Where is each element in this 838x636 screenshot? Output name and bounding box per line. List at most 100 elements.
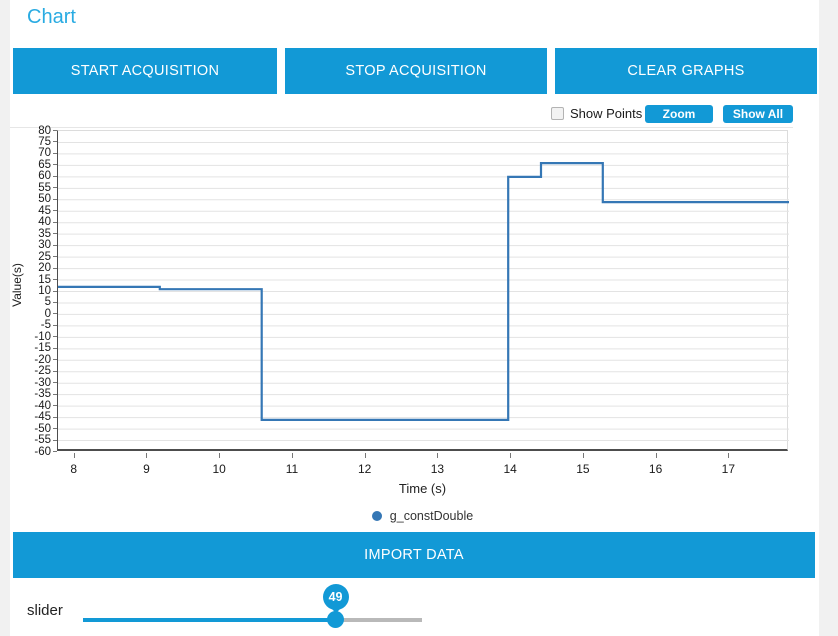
- y-tick-mark: [53, 359, 57, 361]
- x-tick-mark: [146, 453, 148, 458]
- y-tick-label: -45: [34, 411, 51, 424]
- y-tick-label: 40: [38, 216, 51, 229]
- show-points-checkbox[interactable]: [551, 107, 564, 120]
- x-tick-mark: [655, 453, 657, 458]
- y-tick-label: 80: [38, 124, 51, 137]
- y-tick-mark: [53, 244, 57, 246]
- y-tick-mark: [53, 290, 57, 292]
- y-tick-mark: [53, 279, 57, 281]
- x-tick-label: 10: [212, 462, 226, 476]
- x-axis-title: Time (s): [398, 481, 447, 496]
- y-tick-label: 0: [44, 307, 51, 320]
- x-tick-mark: [437, 453, 439, 458]
- y-tick-label: 60: [38, 170, 51, 183]
- header-separator: [10, 127, 793, 128]
- start-acquisition-button[interactable]: START ACQUISITION: [13, 48, 277, 94]
- chart-controls-row: Show Points Zoom Show All: [10, 104, 793, 127]
- show-all-button[interactable]: Show All: [723, 105, 793, 123]
- y-tick-label: 55: [38, 181, 51, 194]
- x-tick-label: 8: [70, 462, 78, 476]
- stop-acquisition-button[interactable]: STOP ACQUISITION: [285, 48, 547, 94]
- y-tick-label: -50: [34, 422, 51, 435]
- page-title: Chart: [27, 6, 76, 28]
- y-tick-label: 5: [44, 296, 51, 309]
- y-tick-label: -10: [34, 330, 51, 343]
- y-tick-label: 30: [38, 239, 51, 252]
- y-tick-label: -35: [34, 388, 51, 401]
- y-tick-mark: [53, 267, 57, 269]
- slider-handle[interactable]: [327, 611, 345, 628]
- clear-graphs-button[interactable]: CLEAR GRAPHS: [555, 48, 817, 94]
- y-tick-label: -40: [34, 399, 51, 412]
- legend-series-dot: [371, 511, 382, 521]
- y-tick-label: 65: [38, 158, 51, 171]
- y-tick-mark: [53, 164, 57, 166]
- y-tick-label: -15: [34, 342, 51, 355]
- y-tick-label: -5: [40, 319, 51, 332]
- y-tick-mark: [53, 301, 57, 303]
- y-tick-label: 35: [38, 227, 51, 240]
- y-tick-mark: [53, 393, 57, 395]
- y-axis-title: Value(s): [10, 263, 24, 307]
- x-tick-label: 17: [721, 462, 736, 476]
- y-tick-mark: [53, 428, 57, 430]
- x-tick-mark: [291, 453, 293, 458]
- slider-label: slider: [27, 602, 63, 619]
- y-tick-label: -25: [34, 365, 51, 378]
- y-tick-mark: [53, 416, 57, 418]
- y-tick-mark: [53, 210, 57, 212]
- y-tick-label: 15: [38, 273, 51, 286]
- series-line-g_constDouble: [58, 162, 789, 421]
- y-tick-mark: [53, 152, 57, 154]
- slider-fill: [83, 618, 336, 622]
- y-tick-mark: [53, 256, 57, 258]
- y-tick-mark: [53, 370, 57, 372]
- x-tick-mark: [582, 453, 584, 458]
- y-tick-mark: [53, 313, 57, 315]
- x-tick-label: 16: [648, 462, 663, 476]
- y-tick-mark: [53, 221, 57, 223]
- x-tick-label: 13: [430, 462, 445, 476]
- y-tick-label: 20: [38, 262, 51, 275]
- y-tick-mark: [53, 405, 57, 407]
- y-tick-mark: [53, 324, 57, 326]
- legend-series-label: g_constDouble: [389, 509, 474, 523]
- y-tick-mark: [53, 130, 57, 131]
- y-tick-label: 45: [38, 204, 51, 217]
- y-tick-mark: [53, 336, 57, 338]
- y-tick-label: -55: [34, 434, 51, 447]
- content-card: Chart START ACQUISITION STOP ACQUISITION…: [10, 0, 819, 636]
- x-tick-mark: [728, 453, 730, 458]
- y-tick-mark: [53, 175, 57, 177]
- y-tick-label: -30: [34, 376, 51, 389]
- y-tick-label: 75: [38, 135, 51, 148]
- x-tick-mark: [364, 453, 366, 458]
- y-tick-mark: [53, 347, 57, 349]
- chart-plot-svg: [58, 141, 789, 442]
- x-tick-label: 15: [576, 462, 590, 476]
- x-tick-label: 9: [143, 462, 150, 476]
- x-tick-label: 14: [503, 462, 517, 476]
- x-tick-mark: [219, 453, 221, 458]
- y-tick-label: 10: [38, 285, 51, 297]
- y-tick-label: -60: [34, 445, 51, 458]
- chart-legend: g_constDouble: [57, 507, 788, 525]
- y-tick-mark: [53, 141, 57, 143]
- y-tick-label: 50: [38, 193, 51, 206]
- x-tick-mark: [510, 453, 512, 458]
- y-tick-mark: [53, 451, 57, 452]
- y-tick-mark: [53, 439, 57, 441]
- y-tick-mark: [53, 187, 57, 189]
- x-tick-label: 12: [357, 462, 372, 476]
- y-tick-mark: [53, 198, 57, 200]
- show-points-label: Show Points: [570, 106, 643, 121]
- chart-plot-area[interactable]: [57, 130, 789, 451]
- slider-track[interactable]: [83, 618, 422, 622]
- zoom-button[interactable]: Zoom: [645, 105, 713, 123]
- y-tick-label: 25: [38, 250, 51, 263]
- y-tick-mark: [53, 382, 57, 384]
- slider-value: 49: [328, 590, 343, 604]
- import-data-button[interactable]: IMPORT DATA: [13, 532, 815, 578]
- y-tick-label: 70: [38, 147, 51, 160]
